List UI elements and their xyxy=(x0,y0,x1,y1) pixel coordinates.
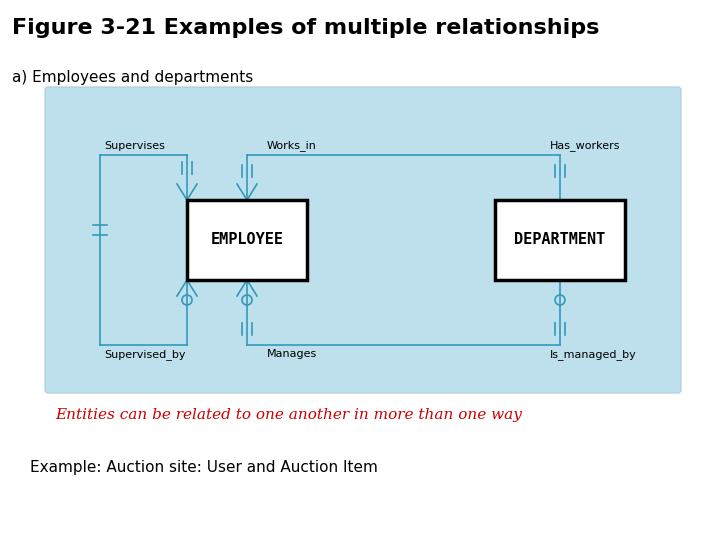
Text: Is_managed_by: Is_managed_by xyxy=(550,349,636,360)
FancyBboxPatch shape xyxy=(45,87,681,393)
Text: Has_workers: Has_workers xyxy=(550,140,621,151)
Text: EMPLOYEE: EMPLOYEE xyxy=(210,233,284,247)
Text: Example: Auction site: User and Auction Item: Example: Auction site: User and Auction … xyxy=(30,460,378,475)
Text: Entities can be related to one another in more than one way: Entities can be related to one another i… xyxy=(55,408,522,422)
Text: a) Employees and departments: a) Employees and departments xyxy=(12,70,253,85)
Text: Works_in: Works_in xyxy=(267,140,317,151)
Text: Manages: Manages xyxy=(267,349,318,359)
Text: Figure 3-21 Examples of multiple relationships: Figure 3-21 Examples of multiple relatio… xyxy=(12,18,599,38)
Text: Supervises: Supervises xyxy=(104,141,165,151)
Bar xyxy=(495,200,625,280)
Text: Supervised_by: Supervised_by xyxy=(104,349,186,360)
Bar xyxy=(187,200,307,280)
Text: DEPARTMENT: DEPARTMENT xyxy=(514,233,606,247)
